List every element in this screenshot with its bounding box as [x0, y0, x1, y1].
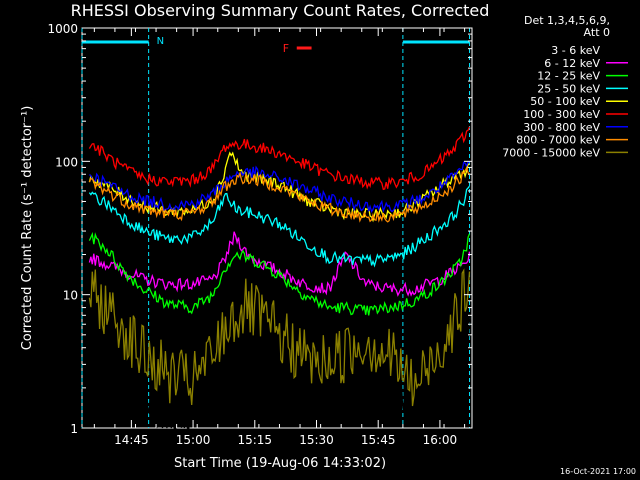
legend-entry-label: 800 - 7000 keV	[516, 134, 600, 147]
x-tick-label: 14:45	[114, 433, 149, 447]
legend-entry-label: 50 - 100 keV	[530, 95, 600, 108]
x-tick-label: 15:30	[299, 433, 334, 447]
series-line-7	[88, 166, 470, 223]
legend-entry-label: 25 - 50 keV	[537, 82, 600, 95]
legend-entry-label: 300 - 800 keV	[523, 121, 600, 134]
night-label: N	[157, 36, 164, 47]
x-axis-label: Start Time (19-Aug-06 14:33:02)	[174, 456, 386, 471]
y-axis-label: Corrected Count Rate (s⁻¹ detector⁻¹)	[20, 106, 35, 351]
legend-entry-label: 100 - 300 keV	[523, 108, 600, 121]
legend-header: Att 0	[584, 26, 610, 39]
legend-entry-label: 3 - 6 keV	[551, 44, 600, 57]
y-tick-label: 100	[55, 155, 78, 169]
series-line-8	[88, 268, 471, 407]
y-tick-label: 1000	[47, 22, 78, 36]
x-tick-label: 15:15	[237, 433, 272, 447]
series-layer	[88, 126, 471, 429]
x-tick-label: 15:45	[361, 433, 396, 447]
legend-header: Det 1,3,4,5,6,9,	[524, 14, 610, 27]
series-line-6	[88, 160, 470, 213]
y-tick-label: 10	[63, 289, 78, 303]
night-flare-bands: NF	[81, 28, 471, 428]
axis-ticks: 14:45 15:00 15:15 15:30 15:45 16:00 1 10 100 1000	[47, 22, 472, 447]
y-tick-label: 1	[70, 422, 78, 436]
series-line-2	[88, 231, 471, 316]
x-tick-label: 16:00	[423, 433, 458, 447]
legend-entry-label: 12 - 25 keV	[537, 70, 600, 83]
chart-title: RHESSI Observing Summary Count Rates, Co…	[71, 1, 490, 20]
series-line-4	[88, 151, 470, 223]
legend-entry-label: 7000 - 15000 keV	[502, 146, 600, 159]
x-tick-label: 15:00	[176, 433, 211, 447]
series-line-3	[88, 185, 471, 268]
series-line-1	[88, 231, 471, 297]
series-line-5	[88, 126, 471, 191]
footer-timestamp: 16-Oct-2021 17:00	[560, 467, 636, 476]
legend-entry-label: 6 - 12 keV	[544, 57, 600, 70]
flare-label: F	[283, 42, 289, 55]
